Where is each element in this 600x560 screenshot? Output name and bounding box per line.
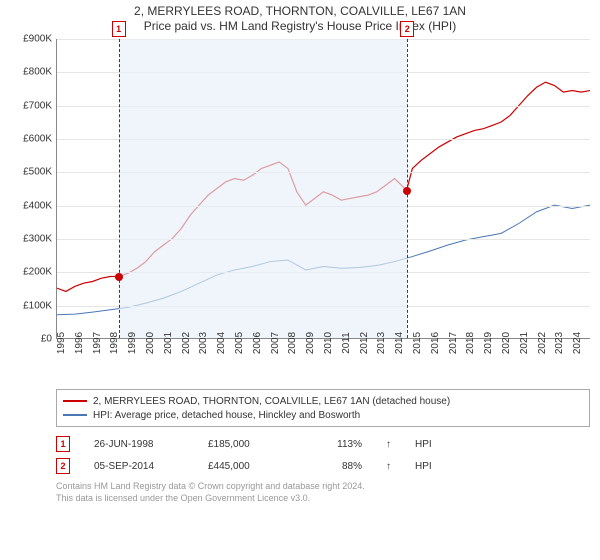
x-tick-label: 1995	[56, 332, 67, 354]
x-tick-label: 2005	[234, 332, 245, 354]
plot-area: 12	[56, 39, 590, 339]
y-tick-label: £700K	[23, 100, 52, 111]
y-tick-label: £400K	[23, 200, 52, 211]
x-tick-label: 2018	[465, 332, 476, 354]
x-tick-label: 1996	[74, 332, 85, 354]
chart-container: 2, MERRYLEES ROAD, THORNTON, COALVILLE, …	[0, 0, 600, 504]
legend-swatch	[63, 400, 87, 402]
y-tick-label: £800K	[23, 67, 52, 78]
y-tick-label: £300K	[23, 234, 52, 245]
x-tick-label: 2004	[216, 332, 227, 354]
x-tick-label: 2000	[145, 332, 156, 354]
legend-swatch	[63, 414, 87, 416]
txn-suffix: HPI	[415, 439, 432, 450]
x-tick-label: 2017	[448, 332, 459, 354]
x-tick-label: 2023	[554, 332, 565, 354]
txn-date: 05-SEP-2014	[94, 461, 184, 472]
y-tick-label: £500K	[23, 167, 52, 178]
x-tick-label: 2013	[376, 332, 387, 354]
marker-badge: 2	[400, 21, 414, 37]
x-tick-label: 2016	[430, 332, 441, 354]
x-tick-label: 2020	[501, 332, 512, 354]
x-tick-label: 2011	[341, 332, 352, 354]
txn-pct: 88%	[312, 461, 362, 472]
x-tick-label: 2006	[252, 332, 263, 354]
txn-suffix: HPI	[415, 461, 432, 472]
legend-row: HPI: Average price, detached house, Hinc…	[63, 408, 583, 422]
transaction-row: 2 05-SEP-2014 £445,000 88% ↑ HPI	[56, 455, 590, 477]
marker-dot	[115, 273, 123, 281]
x-tick-label: 2010	[323, 332, 334, 354]
footer-line1: Contains HM Land Registry data © Crown c…	[56, 481, 590, 493]
titles: 2, MERRYLEES ROAD, THORNTON, COALVILLE, …	[8, 4, 592, 33]
chart-subtitle: Price paid vs. HM Land Registry's House …	[8, 19, 592, 33]
x-tick-label: 1998	[109, 332, 120, 354]
transaction-row: 1 26-JUN-1998 £185,000 113% ↑ HPI	[56, 433, 590, 455]
legend-label: 2, MERRYLEES ROAD, THORNTON, COALVILLE, …	[93, 396, 450, 407]
arrow-up-icon: ↑	[386, 439, 391, 450]
x-tick-label: 2024	[572, 332, 583, 354]
y-tick-label: £0	[41, 334, 52, 345]
x-tick-label: 1997	[92, 332, 103, 354]
txn-price: £445,000	[208, 461, 288, 472]
y-tick-label: £200K	[23, 267, 52, 278]
x-tick-label: 2007	[270, 332, 281, 354]
x-tick-label: 2008	[287, 332, 298, 354]
marker-dashline	[119, 39, 120, 338]
x-tick-label: 2002	[181, 332, 192, 354]
y-tick-label: £100K	[23, 300, 52, 311]
legend: 2, MERRYLEES ROAD, THORNTON, COALVILLE, …	[56, 389, 590, 427]
legend-label: HPI: Average price, detached house, Hinc…	[93, 410, 360, 421]
marker-badge: 1	[112, 21, 126, 37]
marker-dot	[403, 187, 411, 195]
chart-title: 2, MERRYLEES ROAD, THORNTON, COALVILLE, …	[8, 4, 592, 18]
y-axis: £0£100K£200K£300K£400K£500K£600K£700K£80…	[8, 39, 54, 339]
txn-marker-badge: 1	[56, 436, 70, 452]
txn-pct: 113%	[312, 439, 362, 450]
x-tick-label: 2021	[519, 332, 530, 354]
arrow-up-icon: ↑	[386, 461, 391, 472]
transaction-table: 1 26-JUN-1998 £185,000 113% ↑ HPI 2 05-SEP-2014…	[56, 433, 590, 477]
txn-price: £185,000	[208, 439, 288, 450]
x-axis: 1995199619971998199920002001200220032004…	[56, 339, 590, 387]
x-tick-label: 2014	[394, 332, 405, 354]
x-tick-label: 2019	[483, 332, 494, 354]
txn-date: 26-JUN-1998	[94, 439, 184, 450]
x-tick-label: 2003	[198, 332, 209, 354]
ownership-shade	[119, 39, 408, 338]
y-tick-label: £900K	[23, 34, 52, 45]
x-tick-label: 2001	[163, 332, 174, 354]
x-tick-label: 2012	[359, 332, 370, 354]
footer-line2: This data is licensed under the Open Gov…	[56, 493, 590, 505]
x-tick-label: 2022	[537, 332, 548, 354]
footer: Contains HM Land Registry data © Crown c…	[56, 481, 590, 504]
y-tick-label: £600K	[23, 134, 52, 145]
x-tick-label: 1999	[127, 332, 138, 354]
legend-row: 2, MERRYLEES ROAD, THORNTON, COALVILLE, …	[63, 394, 583, 408]
x-tick-label: 2009	[305, 332, 316, 354]
txn-marker-badge: 2	[56, 458, 70, 474]
chart-area: £0 £100K £200K £300K £400K £500K £600K £700K £80…	[8, 39, 592, 387]
x-tick-label: 2015	[412, 332, 423, 354]
